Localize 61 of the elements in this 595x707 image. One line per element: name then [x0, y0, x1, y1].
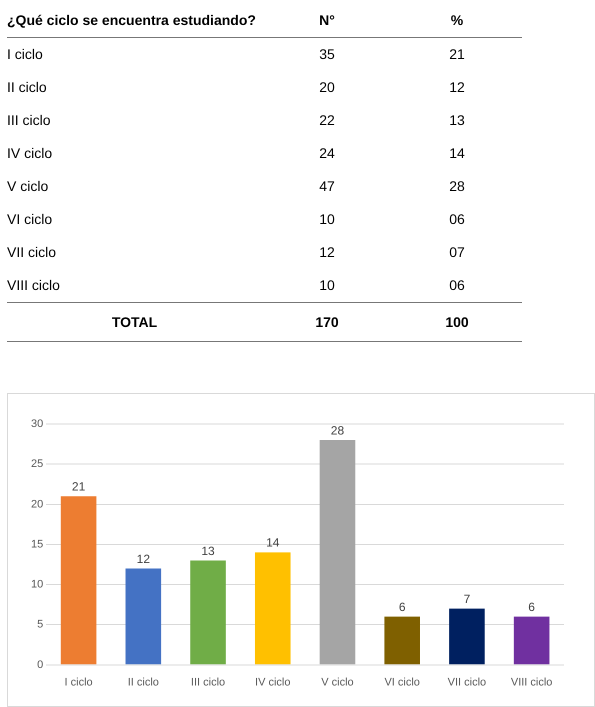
bar [384, 616, 420, 664]
text: I ciclo [7, 45, 44, 64]
y-tick-label: 20 [30, 498, 44, 510]
text: 12 [448, 78, 466, 97]
bar [126, 568, 162, 664]
data-label: 12 [136, 552, 150, 566]
text: VII ciclo [7, 243, 58, 262]
text: 170 [262, 302, 392, 342]
text: TOTAL [7, 302, 262, 342]
data-label: 21 [72, 480, 86, 494]
y-tick-label: 10 [30, 578, 44, 591]
x-tick-label: VI ciclo [384, 676, 420, 688]
text: 12 [318, 243, 336, 262]
text: 06 [448, 276, 466, 295]
text: VIII ciclo [7, 276, 61, 295]
text: 20 [318, 78, 336, 97]
x-tick-label: VII ciclo [448, 676, 486, 688]
text: 10 [318, 210, 336, 229]
data-label: 6 [398, 600, 406, 614]
data-label: 6 [528, 600, 536, 614]
text: 22 [318, 111, 336, 130]
text: III ciclo [7, 111, 52, 130]
x-tick-label: I ciclo [64, 676, 93, 688]
text: 21 [448, 45, 466, 64]
text: II ciclo [7, 78, 48, 97]
text: 07 [448, 243, 466, 262]
text: % [392, 4, 522, 38]
text: 06 [448, 210, 466, 229]
text: VI ciclo [7, 210, 54, 229]
text: 35 [318, 45, 336, 64]
text: 28 [448, 177, 466, 196]
text: 10 [318, 276, 336, 295]
y-tick-label: 0 [37, 658, 44, 671]
text: 100 [392, 302, 522, 342]
x-tick-label: IV ciclo [255, 676, 290, 688]
bar [254, 552, 291, 664]
data-label: 7 [464, 592, 471, 606]
text: N° [262, 4, 392, 38]
text: 13 [448, 111, 466, 130]
bar [449, 608, 485, 664]
data-label: 14 [266, 536, 280, 550]
x-tick-label: V ciclo [321, 676, 354, 688]
x-tick-label: II ciclo [128, 676, 159, 688]
text: 14 [448, 144, 466, 163]
text: 47 [318, 177, 336, 196]
bar [60, 496, 96, 664]
x-tick-label: VIII ciclo [510, 676, 552, 688]
bar [320, 440, 356, 664]
y-tick-label: 15 [30, 538, 44, 550]
bar [190, 560, 226, 664]
text: 24 [318, 144, 336, 163]
y-tick-label: 5 [37, 618, 44, 631]
data-label: 13 [201, 544, 216, 558]
data-label: 28 [330, 423, 344, 438]
y-tick-label: 30 [30, 418, 44, 430]
text: ¿Qué ciclo se encuentra estudiando? [7, 4, 262, 38]
text: IV ciclo [7, 144, 54, 163]
x-tick-label: III ciclo [190, 676, 226, 688]
text: V ciclo [7, 177, 50, 196]
y-tick-label: 25 [30, 458, 44, 470]
bar [514, 616, 550, 664]
